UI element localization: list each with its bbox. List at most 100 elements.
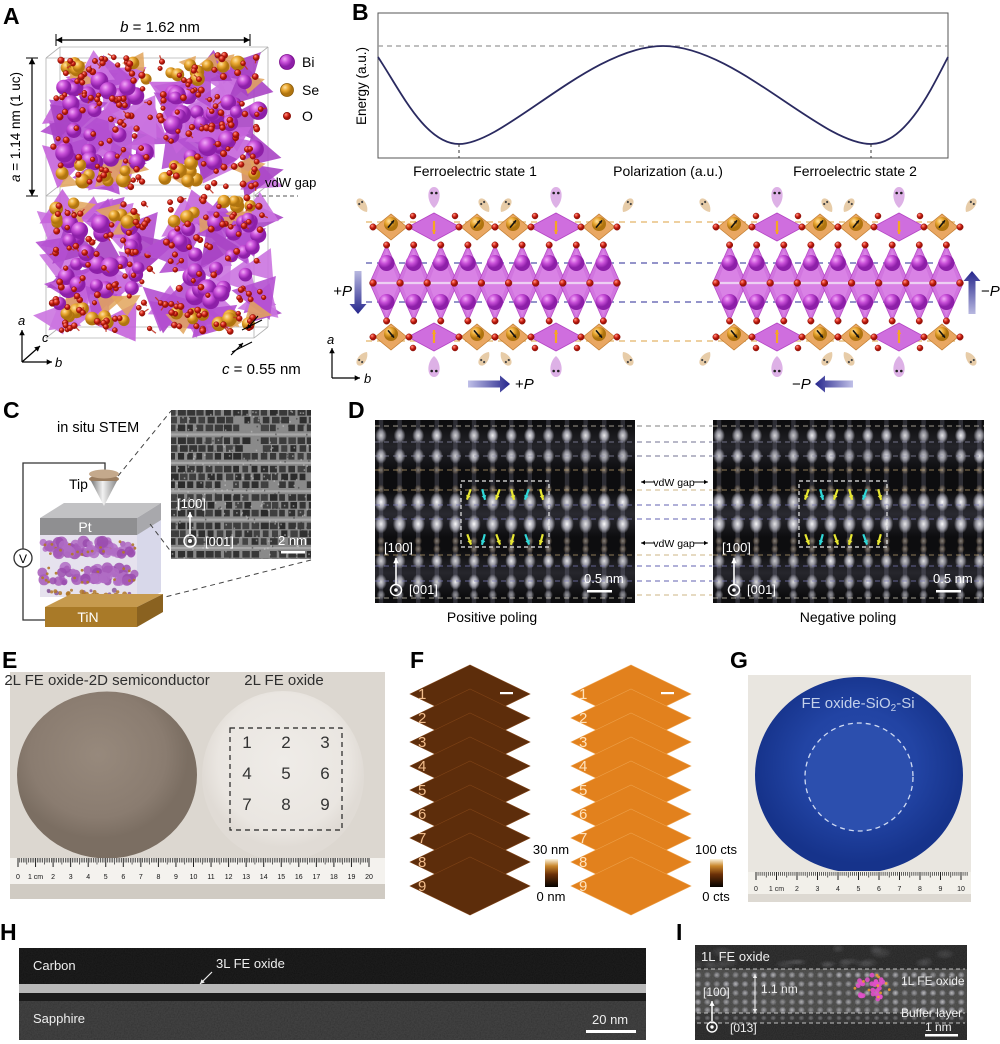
svg-text:17: 17 <box>312 874 320 881</box>
svg-text:4: 4 <box>86 874 90 881</box>
svg-text:FE oxide-SiO2-Si: FE oxide-SiO2-Si <box>801 695 914 714</box>
svg-text:[100]: [100] <box>703 985 730 999</box>
svg-text:3: 3 <box>816 886 820 893</box>
svg-text:H: H <box>0 919 17 945</box>
svg-text:6: 6 <box>877 886 881 893</box>
svg-text:1L FE oxide: 1L FE oxide <box>701 949 770 964</box>
svg-text:0 cts: 0 cts <box>702 889 730 904</box>
svg-text:30 nm: 30 nm <box>533 842 569 857</box>
svg-text:B: B <box>352 0 369 25</box>
svg-text:5: 5 <box>104 874 108 881</box>
svg-text:13: 13 <box>242 874 250 881</box>
svg-text:8: 8 <box>156 874 160 881</box>
svg-text:9: 9 <box>939 886 943 893</box>
svg-text:10: 10 <box>190 874 198 881</box>
svg-text:1: 1 <box>579 686 587 703</box>
svg-text:b: b <box>364 371 371 386</box>
svg-text:E: E <box>2 647 17 673</box>
svg-text:V: V <box>19 552 27 566</box>
svg-text:[001]: [001] <box>747 582 776 597</box>
svg-text:[001]: [001] <box>205 534 234 549</box>
svg-text:Sapphire: Sapphire <box>33 1011 85 1026</box>
svg-text:4: 4 <box>579 758 587 775</box>
svg-text:6: 6 <box>121 874 125 881</box>
svg-text:20 nm: 20 nm <box>592 1012 628 1027</box>
svg-text:Tip: Tip <box>69 476 88 492</box>
svg-text:1 nm: 1 nm <box>925 1020 952 1034</box>
svg-text:3: 3 <box>579 734 587 751</box>
svg-text:1 cm: 1 cm <box>769 886 784 893</box>
svg-text:20: 20 <box>365 874 373 881</box>
svg-text:−P: −P <box>792 376 811 393</box>
svg-text:Buffer layer: Buffer layer <box>901 1006 962 1020</box>
svg-text:7: 7 <box>898 886 902 893</box>
svg-text:vdW gap: vdW gap <box>265 175 316 190</box>
svg-text:8: 8 <box>281 795 290 814</box>
svg-text:a = 1.14 nm (1 uc): a = 1.14 nm (1 uc) <box>8 72 23 182</box>
svg-text:vdW gap: vdW gap <box>653 538 695 550</box>
svg-text:[100]: [100] <box>177 496 206 511</box>
svg-text:I: I <box>676 919 682 945</box>
svg-text:2L FE oxide: 2L FE oxide <box>244 672 324 689</box>
svg-text:3: 3 <box>418 734 426 751</box>
svg-text:b: b <box>55 355 62 370</box>
svg-text:4: 4 <box>418 758 426 775</box>
svg-text:D: D <box>348 397 365 423</box>
svg-text:5: 5 <box>281 764 290 783</box>
svg-text:2: 2 <box>418 710 426 727</box>
svg-text:7: 7 <box>579 830 587 847</box>
svg-text:5: 5 <box>579 782 587 799</box>
svg-text:in situ STEM: in situ STEM <box>57 420 139 436</box>
svg-text:Se: Se <box>302 82 319 98</box>
svg-text:18: 18 <box>330 874 338 881</box>
svg-text:2: 2 <box>281 733 290 752</box>
svg-text:10: 10 <box>957 886 965 893</box>
svg-text:2: 2 <box>795 886 799 893</box>
svg-text:Energy (a.u.): Energy (a.u.) <box>354 47 369 125</box>
svg-text:[013]: [013] <box>730 1021 757 1035</box>
svg-text:14: 14 <box>260 874 268 881</box>
svg-text:A: A <box>3 3 20 29</box>
svg-text:2: 2 <box>51 874 55 881</box>
svg-text:C: C <box>3 397 20 423</box>
svg-text:O: O <box>302 108 313 124</box>
svg-text:9: 9 <box>418 878 426 895</box>
svg-text:Polarization (a.u.): Polarization (a.u.) <box>613 163 723 179</box>
svg-text:F: F <box>410 647 424 673</box>
svg-text:Negative poling: Negative poling <box>800 609 897 625</box>
svg-text:4: 4 <box>836 886 840 893</box>
svg-text:G: G <box>730 647 748 673</box>
svg-text:9: 9 <box>320 795 329 814</box>
svg-text:6: 6 <box>320 764 329 783</box>
svg-text:Carbon: Carbon <box>33 958 76 973</box>
svg-text:1: 1 <box>418 686 426 703</box>
svg-text:19: 19 <box>348 874 356 881</box>
svg-text:c: c <box>42 330 49 345</box>
svg-text:4: 4 <box>242 764 251 783</box>
svg-text:8: 8 <box>418 854 426 871</box>
svg-text:vdW gap: vdW gap <box>653 477 695 489</box>
svg-text:15: 15 <box>277 874 285 881</box>
svg-text:3: 3 <box>320 733 329 752</box>
svg-text:0 nm: 0 nm <box>537 889 566 904</box>
svg-text:Ferroelectric state 1: Ferroelectric state 1 <box>413 163 537 179</box>
svg-text:1.1 nm: 1.1 nm <box>761 982 798 996</box>
svg-text:0.5 nm: 0.5 nm <box>584 571 624 586</box>
svg-text:2 nm: 2 nm <box>278 533 307 548</box>
svg-text:c = 0.55 nm: c = 0.55 nm <box>222 361 301 378</box>
svg-text:7: 7 <box>242 795 251 814</box>
svg-text:0: 0 <box>754 886 758 893</box>
svg-text:Pt: Pt <box>78 519 91 535</box>
svg-text:9: 9 <box>174 874 178 881</box>
svg-text:1 cm: 1 cm <box>28 874 43 881</box>
svg-text:2: 2 <box>579 710 587 727</box>
svg-text:1: 1 <box>242 733 251 752</box>
svg-text:a: a <box>18 313 25 328</box>
svg-text:a: a <box>327 332 334 347</box>
svg-text:7: 7 <box>418 830 426 847</box>
svg-text:+P: +P <box>515 376 534 393</box>
svg-text:Bi: Bi <box>302 54 314 70</box>
svg-text:8: 8 <box>579 854 587 871</box>
svg-text:5: 5 <box>418 782 426 799</box>
svg-text:TiN: TiN <box>77 609 98 625</box>
